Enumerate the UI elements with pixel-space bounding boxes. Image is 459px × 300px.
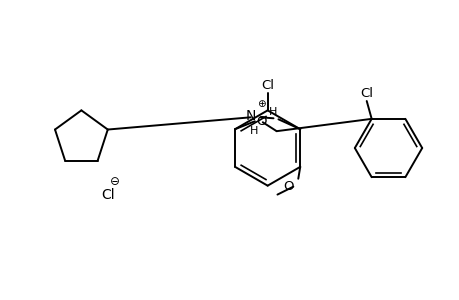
Text: Cl: Cl <box>261 79 274 92</box>
Text: Cl: Cl <box>359 87 372 100</box>
Text: Cl: Cl <box>101 188 115 202</box>
Text: ⊕: ⊕ <box>257 99 265 110</box>
Text: N: N <box>245 109 255 123</box>
Text: H: H <box>269 107 277 117</box>
Text: O: O <box>282 180 293 193</box>
Text: O: O <box>255 115 266 128</box>
Text: ⊖: ⊖ <box>110 175 120 188</box>
Text: H: H <box>249 126 257 136</box>
